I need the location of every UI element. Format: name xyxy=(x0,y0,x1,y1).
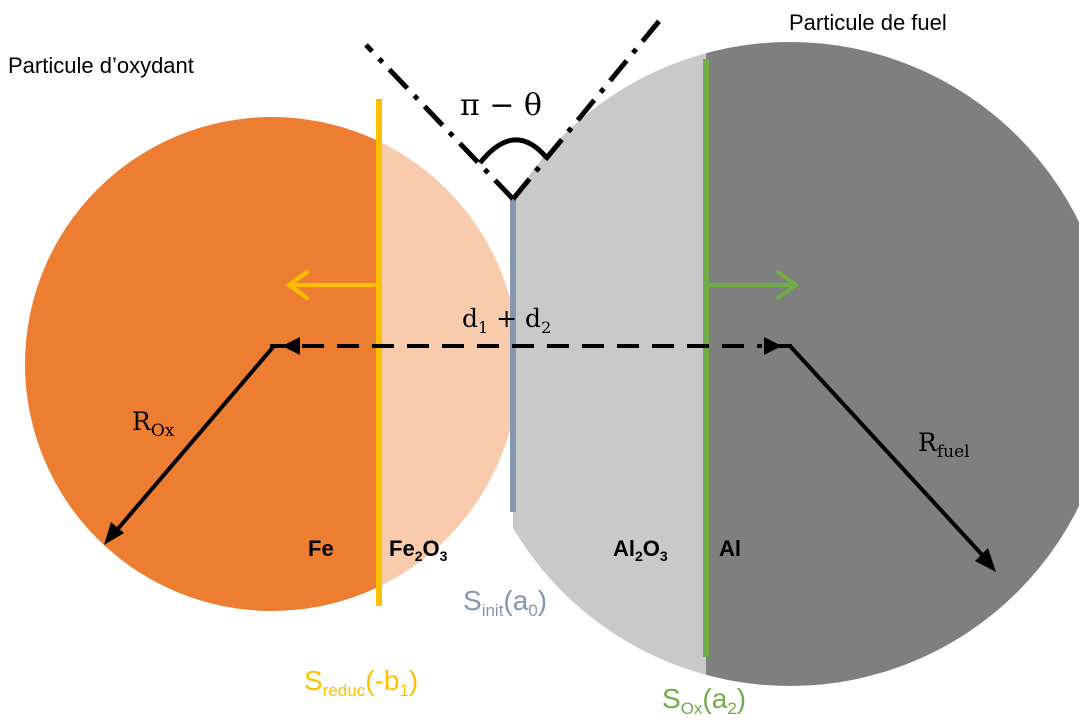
center-distance-arrowhead-right xyxy=(764,337,782,355)
angle-arc xyxy=(478,137,548,165)
angle-line-left xyxy=(364,43,515,201)
oxidant-particle xyxy=(25,117,513,611)
center-distance-arrowhead-left xyxy=(282,337,300,355)
al2o3-label: Al2O3 xyxy=(613,536,668,564)
angle-line-right xyxy=(511,18,662,201)
fe-label: Fe xyxy=(308,536,334,561)
s-reduc-label: Sreduc(-b1) xyxy=(304,665,418,700)
oxidant-particle-title: Particule d’oxydant xyxy=(8,53,194,78)
r-fuel-arrow xyxy=(788,344,987,560)
oxidation-front-arrow xyxy=(706,270,800,300)
fuel-particle xyxy=(513,42,1079,686)
fe2o3-label: Fe2O3 xyxy=(389,536,448,564)
s-ox-label: SOx(a2) xyxy=(662,683,746,718)
distance-label: d1 + d2 xyxy=(462,304,551,337)
angle-label: π − θ xyxy=(460,88,542,123)
r-fuel-arrowhead xyxy=(975,548,996,572)
s-init-label: Sinit(a0) xyxy=(463,585,547,620)
reduction-front-arrow xyxy=(285,270,379,300)
al-core-region xyxy=(706,42,1079,686)
fe-core-region xyxy=(25,117,379,611)
r-ox-arrow xyxy=(114,344,276,533)
r-fuel-label: Rfuel xyxy=(918,428,970,462)
r-ox-label: ROx xyxy=(132,407,175,441)
r-ox-arrowhead xyxy=(104,522,124,545)
fuel-particle-title: Particule de fuel xyxy=(789,10,947,35)
al-label: Al xyxy=(719,536,741,561)
